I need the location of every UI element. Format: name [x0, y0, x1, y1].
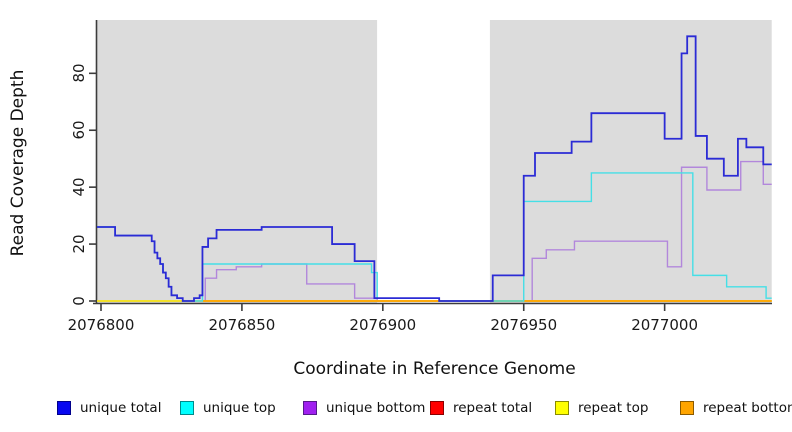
x-tick-label: 2076950 [490, 316, 558, 334]
x-tick-label: 2077000 [631, 316, 699, 334]
legend-swatch-icon [680, 401, 694, 415]
legend: unique total unique top unique bottom repea… [0, 398, 792, 420]
legend-swatch-icon [430, 401, 444, 415]
series-group [97, 35, 772, 302]
legend-label: repeat bottom [703, 400, 792, 416]
legend-item-repeat-total: repeat total [430, 398, 532, 418]
legend-label: repeat total [453, 400, 533, 416]
y-tick-label: 80 [70, 63, 88, 83]
series-line-unique-bottom [97, 160, 772, 302]
x-tick-label: 2076800 [67, 316, 135, 334]
y-axis-title: Read Coverage Depth [8, 69, 28, 257]
legend-item-repeat-bottom: repeat bottom [680, 398, 792, 418]
legend-swatch-icon [57, 401, 71, 415]
background-band [377, 20, 490, 304]
y-tick-label: 40 [70, 177, 88, 197]
background-band [489, 20, 772, 304]
series-line-unique-total [97, 35, 772, 302]
legend-label: unique bottom [326, 400, 426, 416]
legend-item-unique-top: unique top [180, 398, 276, 418]
legend-label: unique total [80, 400, 162, 416]
legend-swatch-icon [180, 401, 194, 415]
x-tick-label: 2076900 [349, 316, 417, 334]
x-axis-title: Coordinate in Reference Genome [293, 359, 576, 379]
x-tick-label: 2076850 [208, 316, 276, 334]
legend-item-repeat-top: repeat top [555, 398, 648, 418]
y-tick-label: 20 [70, 234, 88, 254]
background-band [97, 20, 378, 304]
legend-item-unique-bottom: unique bottom [303, 398, 425, 418]
legend-item-unique-total: unique total [57, 398, 161, 418]
legend-swatch-icon [555, 401, 569, 415]
legend-label: repeat top [578, 400, 649, 416]
y-tick-label: 0 [70, 296, 88, 306]
legend-swatch-icon [303, 401, 317, 415]
y-tick-label: 60 [70, 120, 88, 140]
legend-label: unique top [203, 400, 276, 416]
